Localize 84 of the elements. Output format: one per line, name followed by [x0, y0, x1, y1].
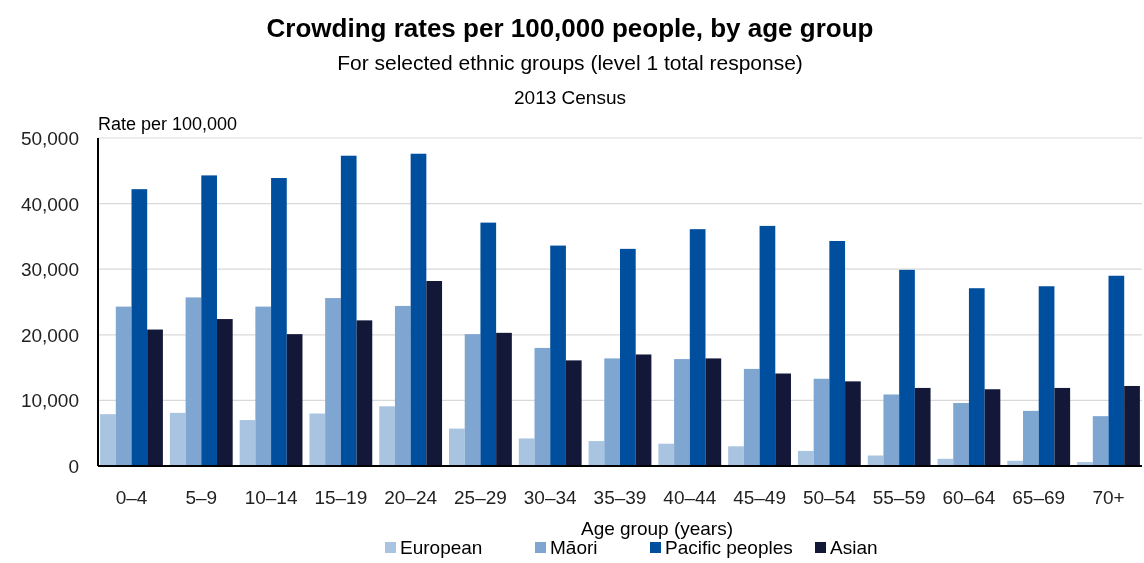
- x-tick-label: 50–54: [802, 487, 857, 508]
- x-tick-label: 20–24: [384, 487, 438, 508]
- bar: [340, 155, 357, 466]
- bar: [674, 359, 690, 466]
- bar: [635, 354, 652, 466]
- bar: [255, 306, 272, 466]
- bar: [1092, 416, 1109, 466]
- y-tick-label: 20,000: [20, 324, 79, 346]
- bar: [239, 420, 256, 466]
- legend-label: European: [400, 537, 483, 558]
- bar: [325, 298, 341, 466]
- x-tick-label: 45–49: [733, 487, 786, 508]
- y-tick-label: 10,000: [20, 390, 79, 412]
- y-tick-label: 40,000: [20, 193, 79, 215]
- x-tick-label: 55–59: [872, 487, 926, 508]
- bar: [565, 360, 582, 466]
- y-tick-label: 50,000: [20, 128, 79, 149]
- bar: [705, 358, 722, 466]
- bar: [394, 305, 411, 466]
- bar: [1023, 410, 1039, 466]
- bar: [115, 306, 132, 466]
- bar: [216, 319, 233, 466]
- bar: [379, 406, 395, 466]
- bar: [883, 394, 900, 466]
- bar: [775, 373, 791, 466]
- bar: [464, 334, 481, 466]
- bar: [100, 414, 116, 466]
- text: 2013 Census: [514, 87, 626, 108]
- x-tick-label: 65–69: [1012, 487, 1066, 508]
- bar: [728, 446, 744, 466]
- bar: [743, 368, 760, 466]
- bar: [588, 441, 605, 466]
- x-tick-label: 5–9: [185, 487, 218, 508]
- x-tick-label: 15–19: [314, 487, 368, 508]
- x-tick-label: 40–44: [663, 487, 717, 508]
- bar: [689, 229, 706, 466]
- x-tick-label: 0–4: [115, 487, 148, 508]
- bar: [953, 403, 969, 466]
- bar: [1038, 286, 1055, 466]
- bar: [309, 413, 326, 466]
- bar: [1108, 275, 1125, 466]
- x-tick-label: 25–29: [454, 487, 507, 508]
- bar: [426, 281, 443, 466]
- y-tick-label: 0: [68, 456, 79, 477]
- bar: [845, 381, 861, 466]
- bar: [496, 332, 512, 466]
- bar: [658, 443, 675, 466]
- bar: [550, 245, 566, 466]
- bar: [604, 358, 620, 466]
- chart-title: Crowding rates per 100,000 people, by age group: [266, 13, 874, 43]
- chart-subtitle: For selected ethnic groups (level 1 total response): [337, 51, 803, 74]
- bar: [410, 153, 427, 466]
- bar: [480, 222, 497, 466]
- x-tick-label: 30–34: [523, 487, 578, 508]
- x-tick-label: 35–39: [593, 487, 647, 508]
- y-axis-title: Rate per 100,000: [98, 114, 238, 134]
- legend-label: Asian: [830, 537, 878, 558]
- bar: [797, 450, 814, 466]
- bar: [968, 288, 985, 466]
- bar: [449, 428, 465, 466]
- bar: [131, 189, 148, 466]
- bar: [356, 320, 373, 466]
- bar: [759, 225, 776, 466]
- y-tick-label: 30,000: [20, 259, 79, 281]
- bar: [984, 389, 1001, 466]
- bar: [534, 347, 551, 466]
- bar: [271, 178, 287, 466]
- bar: [829, 240, 846, 466]
- bar: [169, 412, 186, 466]
- bar: [1124, 385, 1140, 466]
- x-axis-title: Age group (years): [580, 518, 734, 539]
- bar: [620, 248, 636, 466]
- bar: [286, 334, 303, 466]
- bar: [899, 269, 915, 466]
- bar: [813, 378, 830, 466]
- bar: [518, 438, 535, 466]
- bar: [147, 329, 163, 466]
- x-tick-label: 70+: [1092, 487, 1125, 508]
- x-tick-label: 10–14: [244, 487, 298, 508]
- bar: [914, 387, 931, 466]
- bar: [1054, 387, 1071, 466]
- bar: [185, 297, 202, 466]
- x-tick-label: 60–64: [942, 487, 996, 508]
- bar: [201, 175, 217, 466]
